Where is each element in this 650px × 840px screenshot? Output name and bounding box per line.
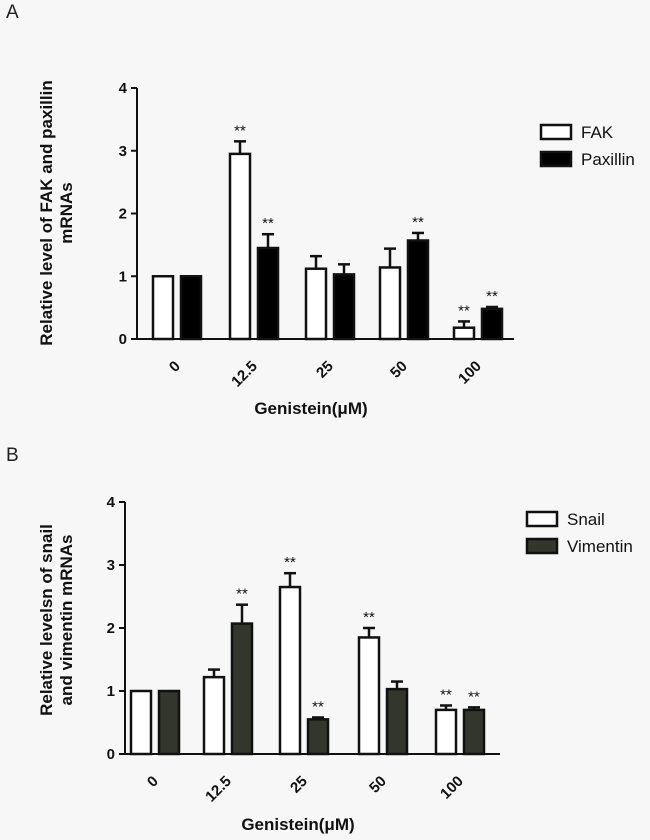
y-axis-title-line: Relative levelsn of snail — [37, 524, 56, 716]
bar — [129, 689, 153, 756]
x-tick-label: 12.5 — [202, 773, 235, 806]
significance-label: ** — [284, 554, 296, 571]
x-tick-label: 50 — [366, 773, 390, 797]
y-tick-label: 1 — [107, 683, 115, 700]
significance-label: ** — [412, 214, 424, 231]
y-axis-title-line: Relative level of FAK and paxillin — [37, 80, 56, 345]
x-axis-title: Genistein(μM) — [241, 815, 354, 834]
bar — [306, 718, 330, 756]
y-tick-label: 3 — [107, 557, 115, 574]
x-tick-label: 100 — [437, 773, 467, 803]
legend-label: Vimentin — [567, 537, 633, 556]
significance-label: ** — [468, 688, 480, 705]
bar — [406, 239, 430, 341]
y-axis-title: Relative level of FAK and paxillinmRNAs — [37, 80, 76, 345]
y-tick-label: 4 — [107, 494, 116, 511]
panel-b-label: B — [6, 445, 19, 466]
bar — [462, 708, 486, 756]
y-tick-label: 3 — [119, 143, 127, 160]
y-axis-title: Relative levelsn of snailand vimentin mR… — [37, 524, 76, 716]
significance-label: ** — [486, 288, 498, 305]
bar — [332, 273, 356, 341]
bar — [304, 267, 328, 341]
x-tick-label: 0 — [144, 773, 162, 791]
legend-label: FAK — [581, 123, 614, 142]
legend-swatch — [525, 510, 559, 528]
bar — [378, 266, 402, 341]
y-tick-label: 4 — [119, 80, 128, 97]
significance-label: ** — [312, 698, 324, 715]
significance-label: ** — [363, 609, 375, 626]
legend-swatch — [525, 537, 559, 555]
bar — [385, 687, 409, 756]
y-tick-label: 0 — [119, 331, 127, 348]
y-axis-title-line: and vimentin mRNAs — [57, 535, 76, 706]
bar — [434, 708, 458, 756]
significance-label: ** — [262, 215, 274, 232]
bar — [202, 675, 226, 756]
bar — [256, 246, 280, 341]
y-axis-title-line: mRNAs — [57, 182, 76, 243]
y-tick-label: 0 — [107, 746, 115, 763]
x-tick-label: 25 — [287, 773, 311, 797]
y-tick-label: 2 — [119, 206, 127, 223]
bar — [357, 636, 381, 756]
legend-swatch — [539, 123, 573, 141]
legend-swatch — [539, 150, 573, 168]
significance-label: ** — [458, 302, 470, 319]
bar — [480, 307, 504, 341]
bar — [228, 152, 252, 341]
y-tick-label: 1 — [119, 268, 127, 285]
bar — [179, 275, 203, 341]
significance-label: ** — [440, 686, 452, 703]
significance-label: ** — [234, 122, 246, 139]
panel-a-label: A — [6, 2, 19, 23]
legend-label: Paxillin — [581, 150, 635, 169]
significance-label: ** — [236, 586, 248, 603]
legend-label: Snail — [567, 510, 605, 529]
y-tick-label: 2 — [107, 620, 115, 637]
bar — [151, 275, 175, 341]
bar — [157, 689, 181, 756]
bar — [452, 326, 476, 341]
bar — [278, 585, 302, 756]
x-axis-title: Genistein(μM) — [254, 399, 367, 418]
bar — [230, 622, 254, 756]
